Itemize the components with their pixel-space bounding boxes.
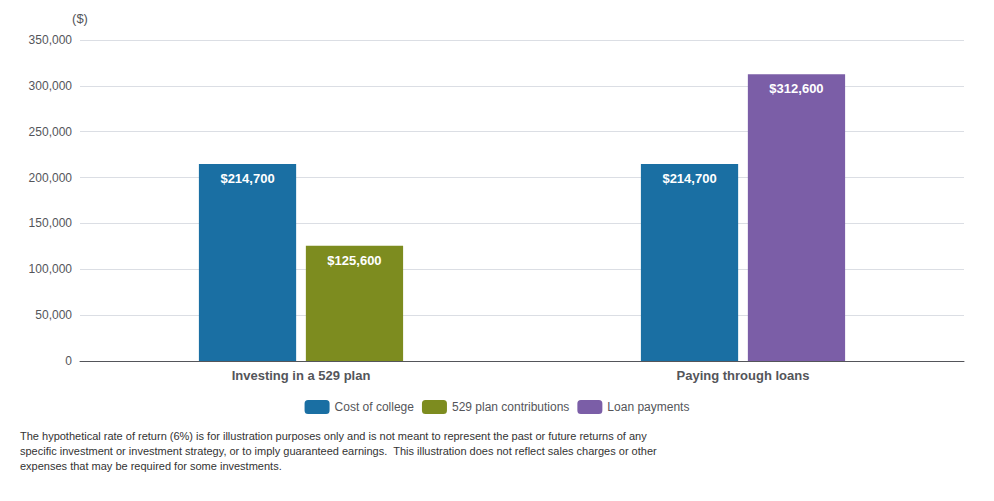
svg-text:250,000: 250,000 bbox=[29, 125, 73, 139]
svg-text:150,000: 150,000 bbox=[29, 216, 73, 230]
svg-text:100,000: 100,000 bbox=[29, 262, 73, 276]
svg-text:Investing in a 529 plan: Investing in a 529 plan bbox=[232, 368, 371, 383]
svg-text:expenses that may be required: expenses that may be required for some i… bbox=[20, 460, 282, 472]
svg-text:Loan payments: Loan payments bbox=[607, 400, 689, 414]
svg-text:($): ($) bbox=[72, 11, 88, 26]
svg-text:$125,600: $125,600 bbox=[327, 253, 381, 268]
svg-text:Cost of college: Cost of college bbox=[335, 400, 415, 414]
svg-text:$214,700: $214,700 bbox=[662, 171, 716, 186]
svg-text:50,000: 50,000 bbox=[35, 308, 72, 322]
svg-text:529 plan contributions: 529 plan contributions bbox=[452, 400, 569, 414]
svg-text:The hypothetical rate of retur: The hypothetical rate of return (6%) is … bbox=[20, 430, 647, 442]
svg-text:$312,600: $312,600 bbox=[769, 81, 823, 96]
svg-text:0: 0 bbox=[65, 354, 72, 368]
svg-text:Paying through loans: Paying through loans bbox=[677, 368, 810, 383]
svg-text:specific investment or investm: specific investment or investment strate… bbox=[20, 445, 657, 457]
svg-text:200,000: 200,000 bbox=[29, 171, 73, 185]
svg-text:$214,700: $214,700 bbox=[220, 171, 274, 186]
svg-text:300,000: 300,000 bbox=[29, 79, 73, 93]
svg-text:350,000: 350,000 bbox=[29, 33, 73, 47]
